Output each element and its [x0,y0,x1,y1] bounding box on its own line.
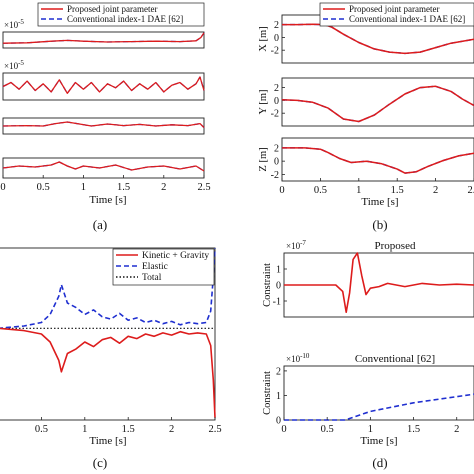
panel-c-x-tick-label: 1.5 [122,424,135,435]
panel-d-x-tick-label: 2 [454,424,459,435]
panel-b-x-tick-label: 0.5 [314,185,327,196]
panel-d-title: Proposed [375,240,416,252]
panel-d-exponent-power: -10 [300,352,310,360]
panel-d-x-tick-label: 1 [368,424,373,435]
panel-b-ytick-label: -2 [271,46,279,57]
panel-c-xlabel: Time [s] [89,435,126,447]
panel-b-ytick-label: 2 [274,83,279,94]
panel-d-ytick-label: 0 [276,416,281,427]
panel-d-xlabel: Time [s] [360,435,397,447]
panel-b-axes [281,77,474,127]
panel-d-exponent: ×10-10 [286,352,310,364]
panel-c-series-line [0,247,216,329]
panel-d-exponent-power: -7 [300,239,306,247]
panel-b-x-tick-label: 2.5 [467,185,474,196]
panel-b-ytick-label: 2 [274,20,279,31]
panel-b-series-line [282,23,474,55]
panel-b-ytick-label: -2 [271,109,279,120]
panel-b-ylabel: X [m] [258,26,269,51]
panel-d-ytick-label: 1 [276,391,281,402]
panel-d-ylabel: Constraint [262,371,273,415]
panel-d-x-tick-label: 1.5 [407,424,420,435]
panel-d-axes [283,365,474,421]
panel-c-series-line [0,327,216,418]
panel-b-ytick-label: -2 [271,170,279,181]
panel-c-x-tick-label: 2.5 [208,424,221,435]
panel-c-legend-entry: Total [142,273,162,283]
panel-b-series-line [281,85,474,123]
panel-c-legend-entry: Elastic [142,262,168,272]
panel-b-legend-box [319,2,474,27]
panel-b-ylabel: Z [m] [258,147,269,171]
panel-a-series-line [2,76,205,94]
panel-b-axes [281,137,474,182]
panel-b-x-tick-label: 0 [279,185,284,196]
panel-d-x-tick-label: 0 [281,424,286,435]
panel-b-ytick-label: 0 [274,157,279,168]
panel-b-ytick-label: 0 [274,96,279,107]
panel-b-legend-entry: Proposed joint parameter [349,4,439,14]
panel-a-legend-box [37,2,205,27]
panel-b-x-tick-label: 1 [356,185,361,196]
panel-a-exponent: ×10-5 [4,59,24,71]
panel-a-axes [2,72,205,101]
panel-b-xlabel: Time [s] [361,196,398,208]
panel-a-exponent-power: -5 [18,18,24,26]
panel-c-label: (c) [93,455,107,470]
panel-d-ytick-label: 1 [276,265,281,276]
panel-b-x-tick-label: 2 [433,185,438,196]
panel-d-ytick-label: -1 [273,297,281,308]
panel-c-axes [0,247,216,421]
panel-b-x-tick-label: 1.5 [391,185,404,196]
panel-d-ytick-label: 2 [276,366,281,377]
panel-a-series-line [2,161,205,172]
panel-b-series-line [281,85,474,123]
panel-a-axes [2,31,205,49]
panel-c-x-tick-label: 1 [82,424,87,435]
panel-a-series-line [2,121,205,129]
panel-a-exponent-power: -5 [18,59,24,67]
panel-b-legend-entry: Conventional index-1 DAE [62] [349,14,465,24]
panel-a-xlabel: Time [s] [89,194,126,206]
panel-d-title: Conventional [62] [355,353,435,365]
panel-d-exponent: ×10-7 [286,239,306,251]
panel-a-x-tick-label: 0 [0,182,5,193]
panel-a-legend-entry: Proposed joint parameter [67,4,157,14]
panel-c-x-tick-label: 2 [169,424,174,435]
panel-b-series-line [282,147,474,174]
panel-d-series-line [284,252,474,314]
panel-b-ytick-label: 0 [274,33,279,44]
panel-a-x-tick-label: 2.5 [197,182,210,193]
panel-c-x-tick-label: 0.5 [35,424,48,435]
panel-c-legend-entry: Kinetic + Gravity [142,251,209,261]
panel-b-ylabel: Y [m] [258,90,269,115]
panel-a-x-tick-label: 2 [161,182,166,193]
panel-d-label: (d) [372,455,387,470]
panel-d-ylabel: Constraint [262,263,273,307]
panel-a-exponent: ×10-5 [4,18,24,30]
panel-a-x-tick-label: 1 [81,182,86,193]
panel-d-series-line [284,393,474,421]
panel-a-label: (a) [93,217,107,232]
panel-a-x-tick-label: 0.5 [37,182,50,193]
panel-a-legend-entry: Conventional index-1 DAE [62] [67,14,183,24]
panel-b-ytick-label: 2 [274,143,279,154]
panel-d-ytick-label: 0 [276,281,281,292]
panel-b-label: (b) [372,217,387,232]
panel-d-x-tick-label: 0.5 [321,424,334,435]
panel-a-series-line [2,32,205,44]
panel-a-x-tick-label: 1.5 [117,182,130,193]
